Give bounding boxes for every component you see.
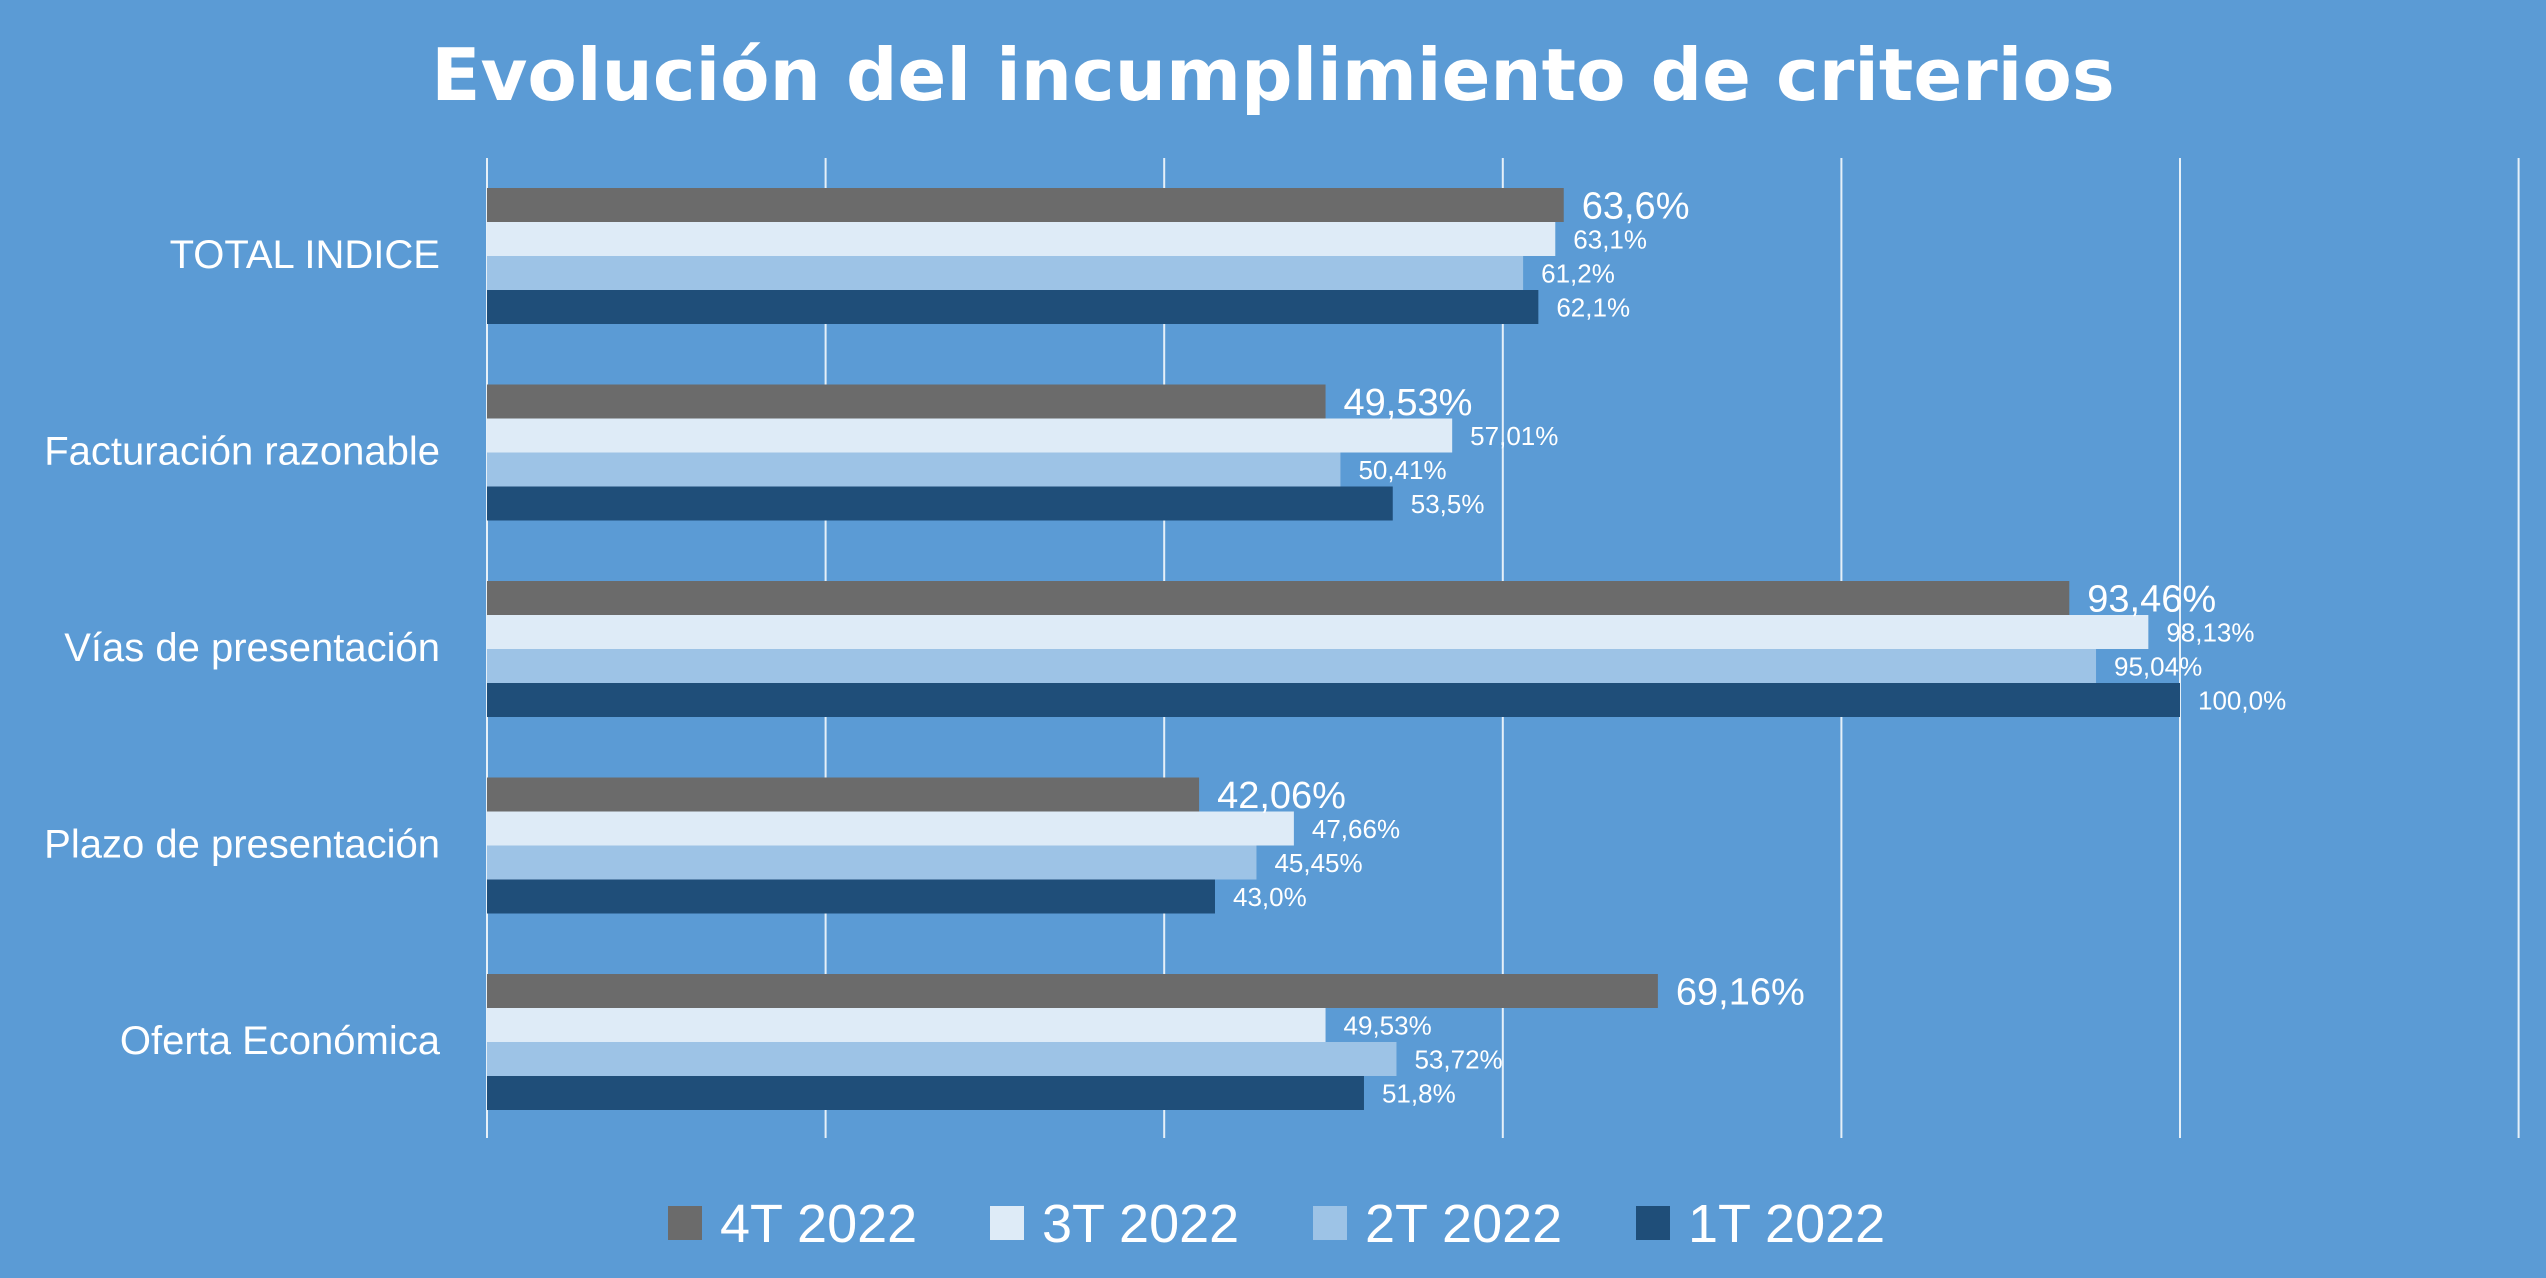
category-label: Vías de presentación — [64, 626, 440, 670]
data-label: 62,1% — [1556, 292, 1630, 322]
chart-title: Evolución del incumplimiento de criterio… — [431, 33, 2114, 117]
data-label: 49,53% — [1344, 382, 1473, 424]
legend-swatch — [1313, 1206, 1347, 1240]
bar — [487, 581, 2070, 615]
legend-swatch — [668, 1206, 702, 1240]
bar — [487, 1076, 1364, 1110]
data-label: 63,1% — [1573, 224, 1647, 254]
legend: 4T 2022 3T 2022 2T 2022 1T 2022 — [668, 1194, 1885, 1254]
bar — [487, 384, 1326, 419]
bar — [487, 845, 1257, 880]
bar — [487, 683, 2180, 717]
data-label: 42,06% — [1217, 775, 1346, 817]
legend-label: 1T 2022 — [1688, 1194, 1885, 1254]
category-label: Plazo de presentación — [44, 823, 440, 867]
category-labels: TOTAL INDICE Facturación razonable Vías de… — [44, 233, 441, 1063]
data-labels: 63,6%63,1%61,2%62,1%49,53%57,01%50,41%53… — [1217, 186, 2286, 1109]
bars — [487, 188, 2180, 1110]
bar — [487, 290, 1539, 324]
bar — [487, 486, 1393, 521]
bar — [487, 777, 1200, 812]
data-label: 53,72% — [1414, 1044, 1502, 1074]
bar — [487, 974, 1658, 1008]
data-label: 63,6% — [1582, 186, 1690, 228]
bar — [487, 256, 1524, 290]
legend-label: 2T 2022 — [1365, 1194, 1562, 1254]
data-label: 45,45% — [1274, 848, 1362, 878]
bar — [487, 1042, 1397, 1076]
category-label: TOTAL INDICE — [170, 233, 440, 277]
bar — [487, 1008, 1326, 1042]
data-label: 95,04% — [2114, 651, 2202, 681]
data-label: 100,0% — [2198, 685, 2286, 715]
data-label: 93,46% — [2087, 579, 2216, 621]
category-label: Oferta Económica — [120, 1019, 441, 1063]
bar — [487, 649, 2097, 683]
data-label: 47,66% — [1312, 814, 1400, 844]
legend-swatch — [990, 1206, 1024, 1240]
data-label: 43,0% — [1233, 882, 1307, 912]
bar — [487, 222, 1556, 256]
data-label: 61,2% — [1541, 258, 1615, 288]
bar — [487, 188, 1564, 222]
legend-label: 3T 2022 — [1042, 1194, 1239, 1254]
bar — [487, 452, 1341, 487]
bar — [487, 418, 1453, 453]
bar — [487, 811, 1294, 846]
data-label: 49,53% — [1344, 1010, 1432, 1040]
data-label: 57,01% — [1470, 421, 1558, 451]
category-label: Facturación razonable — [44, 430, 440, 474]
bar — [487, 879, 1215, 914]
legend-label: 4T 2022 — [720, 1194, 917, 1254]
data-label: 51,8% — [1382, 1078, 1456, 1108]
data-label: 69,16% — [1676, 972, 1805, 1014]
legend-swatch — [1636, 1206, 1670, 1240]
data-label: 53,5% — [1411, 489, 1485, 519]
bar — [487, 615, 2149, 649]
data-label: 50,41% — [1358, 455, 1446, 485]
data-label: 98,13% — [2166, 617, 2254, 647]
